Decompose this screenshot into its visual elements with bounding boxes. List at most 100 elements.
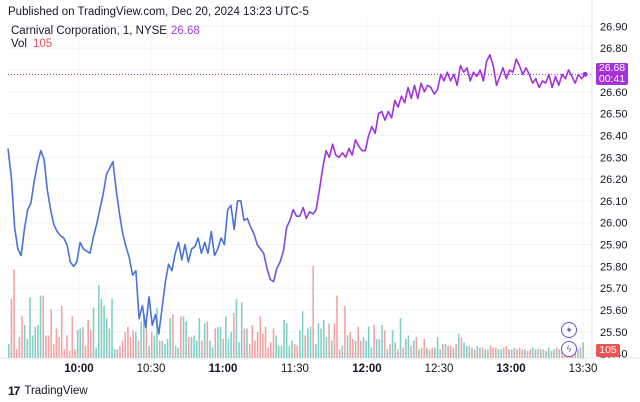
y-tick-label: 26.50: [600, 109, 628, 121]
volume-bar: [272, 328, 275, 358]
price-badge-countdown: 00:41: [598, 73, 626, 85]
volume-bar: [545, 351, 547, 358]
volume-bar: [439, 349, 442, 358]
volume-bar: [66, 335, 68, 358]
volume-bar: [555, 347, 558, 358]
lightning-icon[interactable]: ϟ: [561, 341, 577, 357]
volume-bar: [479, 347, 481, 358]
volume-bar: [10, 298, 13, 358]
volume-bar: [177, 347, 179, 358]
volume-bar: [113, 349, 116, 358]
volume-bar: [407, 335, 410, 358]
volume-bar: [510, 349, 513, 358]
volume-bar: [354, 340, 357, 358]
symbol-legend[interactable]: Carnival Corporation, 1, NYSE 26.68: [11, 25, 200, 37]
volume-bar: [211, 347, 214, 358]
volume-bar: [142, 314, 145, 358]
x-tick-label: 12:00: [352, 363, 381, 375]
volume-bar: [280, 345, 283, 358]
volume-bar: [79, 328, 82, 358]
volume-bar: [246, 328, 248, 358]
volume-bar: [558, 349, 561, 358]
volume-bar: [105, 318, 108, 358]
volume-bar: [55, 328, 58, 358]
last-price-dot: [582, 71, 588, 77]
volume-bar: [330, 340, 333, 358]
volume-bar: [434, 347, 436, 358]
volume-bar: [92, 307, 95, 358]
footer-brand[interactable]: 17 TradingView: [8, 384, 88, 398]
volume-bar: [63, 349, 66, 358]
x-tick-label: 13:30: [569, 363, 598, 375]
volume-bar: [95, 347, 97, 358]
volume-bar: [333, 323, 336, 358]
volume-bar: [312, 266, 314, 358]
add-alert-icon[interactable]: ✦: [561, 322, 577, 338]
volume-bar: [484, 349, 487, 358]
volume-bar: [161, 340, 164, 358]
y-tick-label: 26.60: [600, 87, 628, 99]
volume-bar: [423, 338, 426, 358]
volume-bar: [209, 340, 211, 358]
volume-bar: [116, 349, 119, 358]
volume-bar: [532, 347, 534, 358]
volume-bar: [299, 330, 301, 358]
volume-bar: [391, 330, 394, 358]
volume-bar: [373, 325, 375, 358]
volume-bar: [455, 344, 457, 358]
volume-bar: [296, 345, 299, 358]
volume-bar: [436, 337, 439, 358]
volume-bar: [248, 344, 251, 358]
volume-bar: [84, 345, 87, 358]
x-tick-label: 13:00: [496, 363, 525, 375]
volume-bar: [243, 328, 246, 358]
volume-bar: [481, 347, 484, 358]
volume-bar: [383, 330, 386, 358]
volume-bar: [76, 330, 79, 358]
volume-bar: [87, 319, 89, 358]
volume-bar: [129, 337, 132, 358]
volume-bar: [357, 326, 359, 358]
volume-bar: [521, 349, 524, 358]
volume-bar: [497, 349, 500, 358]
volume-bar: [468, 345, 471, 358]
volume-bar: [111, 298, 113, 358]
volume-bar: [164, 344, 166, 358]
volume-bar: [360, 340, 362, 358]
volume-bar: [71, 316, 74, 358]
volume-bar: [203, 323, 206, 358]
volume-bar: [13, 269, 15, 358]
volume-bar: [561, 351, 563, 358]
volume-bar: [325, 337, 328, 358]
volume-bar: [169, 318, 172, 358]
volume-bar: [270, 342, 272, 358]
volume-bar: [317, 323, 320, 358]
volume-bar: [307, 328, 309, 358]
volume-bar: [180, 316, 182, 358]
volume-bar: [60, 305, 63, 358]
volume-bar: [447, 345, 449, 358]
volume-bar: [238, 342, 240, 358]
volume-legend[interactable]: Vol 105: [11, 38, 52, 50]
volume-bar: [405, 338, 407, 358]
volume-bar: [148, 345, 150, 358]
volume-bar: [412, 340, 415, 358]
volume-bar: [386, 349, 389, 358]
volume-bar: [394, 342, 397, 358]
volume-bar: [537, 349, 539, 358]
volume-bar: [217, 326, 219, 358]
volume-bar: [418, 349, 420, 358]
volume-bar: [256, 331, 259, 358]
volume-bar: [315, 344, 317, 358]
volume-value: 105: [33, 38, 53, 50]
volume-bar: [526, 351, 529, 358]
y-tick-label: 26.40: [600, 130, 628, 142]
volume-bar: [190, 337, 193, 358]
volume-bar: [82, 326, 84, 358]
volume-bar: [577, 349, 579, 358]
volume-bar: [214, 328, 217, 358]
volume-bar: [150, 331, 153, 358]
volume-bar: [185, 321, 187, 358]
volume-bar: [15, 349, 18, 358]
